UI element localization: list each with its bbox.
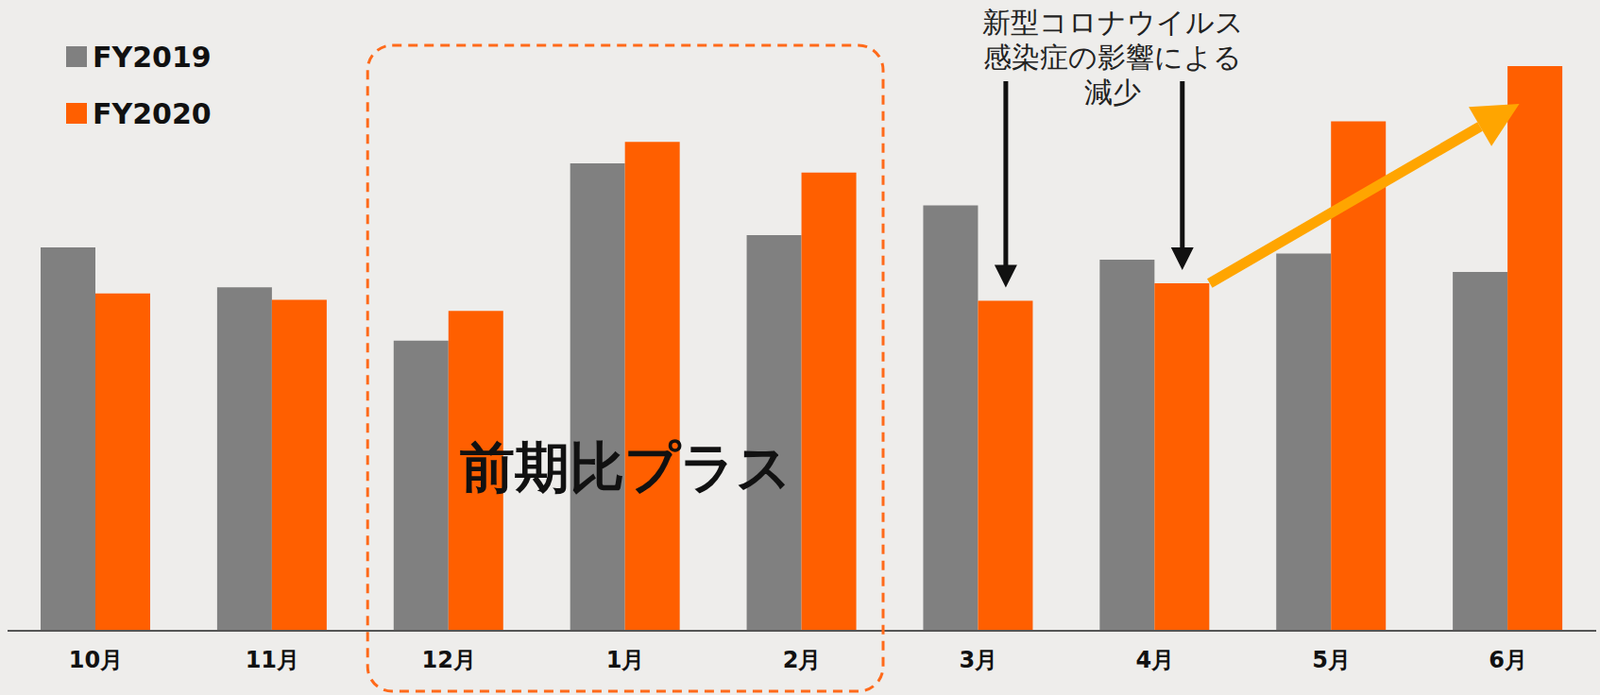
svg-text:前期比プラス: 前期比プラス	[459, 435, 792, 500]
svg-text:1月: 1月	[606, 646, 646, 674]
svg-text:減少: 減少	[1084, 75, 1141, 109]
svg-text:5月: 5月	[1311, 646, 1351, 674]
svg-text:4月: 4月	[1135, 646, 1175, 674]
svg-text:2月: 2月	[782, 646, 822, 674]
svg-text:6月: 6月	[1488, 646, 1528, 674]
html-text:FY2019: FY2019	[92, 40, 212, 74]
svg-text:11月: 11月	[245, 646, 300, 674]
svg-text:感染症の影響による: 感染症の影響による	[983, 40, 1243, 74]
html-text:FY2020: FY2020	[92, 96, 212, 130]
svg-text:3月: 3月	[959, 646, 999, 674]
svg-text:12月: 12月	[422, 646, 477, 674]
svg-text:新型コロナウイルス: 新型コロナウイルス	[982, 5, 1244, 39]
svg-text:10月: 10月	[68, 646, 123, 674]
